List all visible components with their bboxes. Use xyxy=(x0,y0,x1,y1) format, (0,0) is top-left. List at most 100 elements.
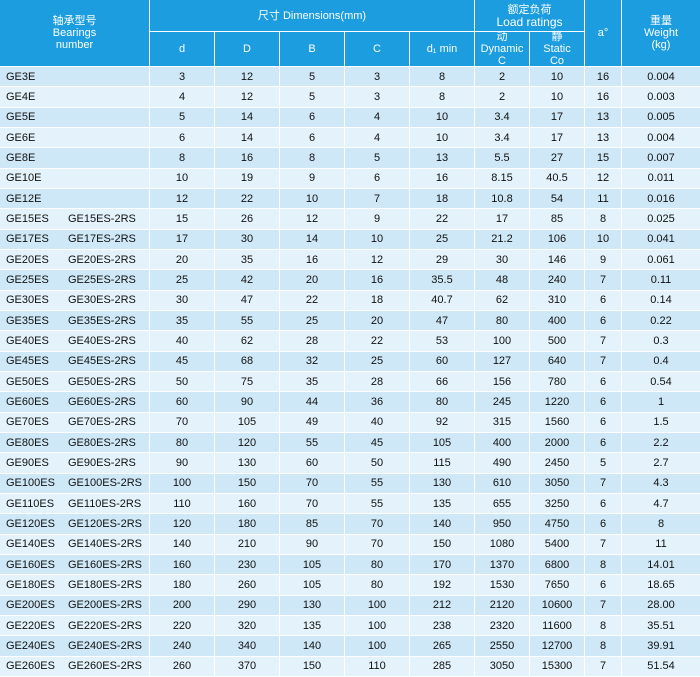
table-cell: 3 xyxy=(345,67,410,88)
table-cell: 30 xyxy=(150,290,215,311)
table-cell: 16 xyxy=(410,168,475,189)
table-cell: 70 xyxy=(280,473,345,494)
bearing-number: GE90ES-2RS xyxy=(62,453,150,474)
table-cell: 610 xyxy=(475,473,530,494)
table-cell: 6 xyxy=(585,412,622,433)
table-cell: 115 xyxy=(410,453,475,474)
table-cell: 15 xyxy=(150,209,215,230)
table-cell: 25 xyxy=(280,311,345,332)
table-cell: 156 xyxy=(475,372,530,393)
table-cell: 8 xyxy=(585,636,622,657)
table-cell: 3 xyxy=(150,67,215,88)
table-cell: 28 xyxy=(280,331,345,352)
table-cell: 490 xyxy=(475,453,530,474)
table-cell: 7 xyxy=(585,473,622,494)
table-cell: 5.5 xyxy=(475,148,530,169)
header-text: Load ratings xyxy=(496,14,563,29)
bearing-number: GE35ES xyxy=(0,311,62,332)
table-cell: 18 xyxy=(345,290,410,311)
table-cell: 100 xyxy=(345,595,410,616)
bearing-number: GE240ES xyxy=(0,636,62,657)
table-cell: 8.15 xyxy=(475,168,530,189)
table-cell: 105 xyxy=(280,575,345,596)
table-cell: 17 xyxy=(150,229,215,250)
table-cell: 12 xyxy=(215,87,280,108)
header-text: 尺寸 Dimensions(mm) xyxy=(257,9,367,22)
table-cell: 110 xyxy=(345,656,410,677)
header-dynamic: 动 Dynamic C xyxy=(475,31,530,67)
table-cell: 22 xyxy=(280,290,345,311)
bearing-number: GE160ES xyxy=(0,555,62,576)
table-cell: 45 xyxy=(150,351,215,372)
bearing-number: GE20ES-2RS xyxy=(62,250,150,271)
bearing-number: GE12E xyxy=(0,189,150,210)
header-col: B xyxy=(280,32,345,67)
table-cell: 1530 xyxy=(475,575,530,596)
table-cell: 2000 xyxy=(530,433,585,454)
table-cell: 1080 xyxy=(475,534,530,555)
table-cell: 180 xyxy=(215,514,280,535)
table-cell: 135 xyxy=(280,616,345,637)
table-cell: 50 xyxy=(345,453,410,474)
table-cell: 25 xyxy=(410,229,475,250)
table-cell: 12 xyxy=(585,168,622,189)
table-cell: 35.5 xyxy=(410,270,475,291)
bearing-number: GE220ES xyxy=(0,616,62,637)
table-cell: 130 xyxy=(215,453,280,474)
table-cell: 92 xyxy=(410,412,475,433)
table-cell: 20 xyxy=(345,311,410,332)
header-text: 额定负荷 xyxy=(507,3,552,16)
table-cell: 28 xyxy=(345,372,410,393)
table-cell: 35.51 xyxy=(622,616,700,637)
table-cell: 4 xyxy=(345,107,410,128)
table-cell: 55 xyxy=(345,494,410,515)
table-cell: 2.7 xyxy=(622,453,700,474)
table-cell: 13 xyxy=(410,148,475,169)
table-cell: 9 xyxy=(280,168,345,189)
table-cell: 90 xyxy=(150,453,215,474)
table-cell: 7650 xyxy=(530,575,585,596)
table-cell: 150 xyxy=(410,534,475,555)
table-cell: 16 xyxy=(585,67,622,88)
table-cell: 3050 xyxy=(530,473,585,494)
table-cell: 11 xyxy=(585,189,622,210)
table-cell: 48 xyxy=(475,270,530,291)
table-cell: 2120 xyxy=(475,595,530,616)
table-cell: 10 xyxy=(345,229,410,250)
bearing-number: GE30ES-2RS xyxy=(62,290,150,311)
table-cell: 60 xyxy=(150,392,215,413)
bearing-number: GE160ES-2RS xyxy=(62,555,150,576)
table-cell: 27 xyxy=(530,148,585,169)
table-cell: 47 xyxy=(410,311,475,332)
header-dimensions: 尺寸 Dimensions(mm) xyxy=(150,0,475,32)
table-cell: 6 xyxy=(150,128,215,149)
header-text: 重量 xyxy=(650,15,672,27)
table-cell: 6 xyxy=(280,128,345,149)
table-cell: 230 xyxy=(215,555,280,576)
bearing-number: GE60ES xyxy=(0,392,62,413)
bearing-number: GE200ES xyxy=(0,595,62,616)
header-text: number xyxy=(55,39,94,51)
table-cell: 35 xyxy=(150,311,215,332)
table-cell: 6 xyxy=(585,372,622,393)
table-cell: 60 xyxy=(410,351,475,372)
table-cell: 50 xyxy=(150,372,215,393)
bearing-number: GE3E xyxy=(0,67,150,88)
table-cell: 285 xyxy=(410,656,475,677)
table-cell: 210 xyxy=(215,534,280,555)
table-cell: 780 xyxy=(530,372,585,393)
table-cell: 0.005 xyxy=(622,107,700,128)
table-cell: 15 xyxy=(585,148,622,169)
table-cell: 8 xyxy=(280,148,345,169)
table-cell: 5 xyxy=(280,87,345,108)
table-cell: 1.5 xyxy=(622,412,700,433)
table-cell: 80 xyxy=(345,555,410,576)
table-cell: 68 xyxy=(215,351,280,372)
bearing-number: GE110ES xyxy=(0,494,62,515)
table-cell: 6 xyxy=(585,311,622,332)
table-cell: 51.54 xyxy=(622,656,700,677)
table-cell: 240 xyxy=(150,636,215,657)
bearing-number: GE140ES xyxy=(0,534,62,555)
table-cell: 18.65 xyxy=(622,575,700,596)
table-cell: 39.91 xyxy=(622,636,700,657)
